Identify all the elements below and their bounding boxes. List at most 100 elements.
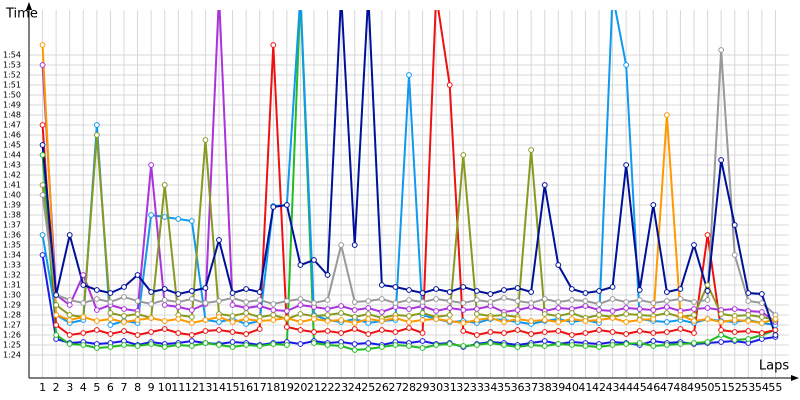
- data-point: [161, 344, 168, 350]
- data-point: [297, 302, 304, 308]
- data-point: [419, 290, 426, 296]
- data-point: [392, 284, 399, 290]
- data-point: [555, 262, 562, 268]
- data-point: [677, 341, 684, 347]
- data-point: [351, 326, 358, 332]
- data-point: [175, 291, 182, 297]
- data-point: [365, 311, 372, 317]
- data-point: [107, 344, 114, 350]
- data-point: [473, 342, 480, 348]
- data-point: [107, 331, 114, 337]
- data-point: [718, 319, 725, 325]
- data-point: [107, 316, 114, 322]
- y-tick-label: 1:35: [3, 241, 21, 250]
- data-point: [501, 330, 507, 336]
- data-point: [609, 342, 616, 348]
- data-point: [704, 305, 711, 311]
- data-point: [311, 340, 317, 346]
- data-point: [148, 289, 155, 295]
- x-tick-label: 35: [497, 381, 511, 394]
- data-point: [704, 282, 711, 288]
- data-point: [419, 310, 426, 316]
- y-tick-label: 1:52: [3, 71, 21, 80]
- data-point: [324, 342, 331, 348]
- data-point: [568, 297, 575, 303]
- data-point: [596, 301, 602, 307]
- y-tick-label: 1:53: [3, 61, 21, 70]
- data-point: [53, 332, 60, 338]
- data-point: [243, 316, 250, 322]
- data-point: [66, 341, 73, 347]
- data-point: [650, 202, 657, 208]
- data-point: [555, 341, 562, 347]
- data-point: [243, 286, 250, 292]
- data-point: [433, 296, 440, 302]
- x-tick-label: 39: [551, 381, 565, 394]
- data-point: [473, 332, 480, 338]
- data-point: [378, 344, 385, 350]
- data-point: [623, 331, 630, 337]
- x-axis-arrow: [791, 375, 799, 381]
- data-point: [555, 313, 562, 319]
- data-point: [256, 289, 263, 295]
- data-point: [636, 328, 643, 334]
- x-tick-label: 13: [198, 381, 212, 394]
- data-point: [501, 342, 507, 348]
- data-point: [609, 315, 616, 321]
- x-tick-label: 49: [687, 381, 701, 394]
- data-point: [365, 305, 372, 311]
- y-tick-label: 1:30: [3, 291, 21, 300]
- x-tick-label: 32: [456, 381, 470, 394]
- data-point: [460, 328, 467, 334]
- data-point: [446, 312, 453, 318]
- data-point: [148, 162, 155, 168]
- data-point: [528, 342, 535, 348]
- data-point: [202, 137, 209, 143]
- data-point: [514, 327, 521, 333]
- data-point: [731, 329, 738, 335]
- data-point: [650, 338, 657, 344]
- data-point: [718, 332, 725, 338]
- data-point: [677, 312, 684, 318]
- data-point: [338, 242, 345, 248]
- data-point: [243, 305, 250, 311]
- y-tick-label: 1:41: [3, 181, 21, 190]
- data-point: [636, 312, 643, 318]
- data-point: [229, 290, 236, 296]
- data-point: [256, 297, 263, 303]
- data-point: [283, 308, 290, 314]
- data-point: [39, 232, 46, 238]
- data-point: [663, 319, 670, 325]
- data-point: [229, 329, 236, 335]
- data-point: [229, 295, 236, 301]
- x-tick-label: 30: [429, 381, 443, 394]
- data-point: [460, 152, 467, 158]
- data-point: [66, 297, 73, 303]
- y-tick-label: 1:45: [3, 141, 21, 150]
- data-point: [121, 306, 127, 312]
- data-point: [446, 318, 453, 324]
- y-tick-label: 1:49: [3, 101, 21, 110]
- x-tick-label: 45: [633, 381, 647, 394]
- data-point: [704, 339, 711, 345]
- data-point: [229, 319, 236, 325]
- data-point: [541, 182, 548, 188]
- data-point: [202, 340, 209, 346]
- data-point: [501, 287, 507, 293]
- y-tick-label: 1:50: [3, 91, 21, 100]
- data-point: [691, 242, 697, 248]
- data-point: [93, 287, 100, 293]
- data-point: [406, 297, 412, 303]
- data-point: [582, 343, 589, 349]
- data-point: [650, 307, 657, 313]
- y-tick-label: 1:47: [3, 121, 21, 130]
- data-point: [93, 307, 100, 313]
- data-point: [188, 218, 195, 224]
- data-point: [392, 300, 399, 306]
- data-point: [419, 330, 426, 336]
- data-point: [351, 242, 358, 248]
- data-point: [433, 308, 440, 314]
- data-point: [541, 317, 548, 323]
- data-point: [338, 330, 345, 336]
- data-point: [623, 311, 630, 317]
